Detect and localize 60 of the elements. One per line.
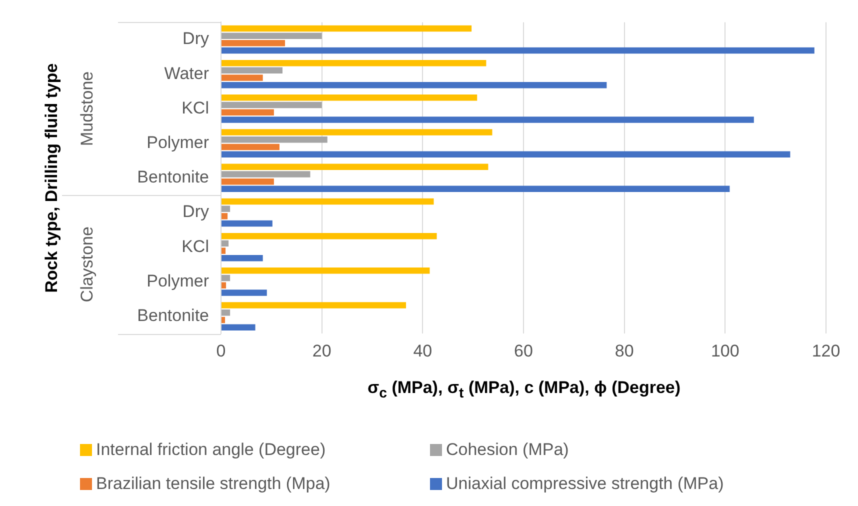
- bar: [222, 116, 754, 123]
- bar: [222, 151, 790, 158]
- bar: [222, 136, 328, 143]
- bar: [222, 232, 437, 240]
- y-tick-label: Dry: [182, 29, 210, 48]
- y-tick-label: Dry: [182, 202, 210, 222]
- bar: [222, 60, 486, 66]
- y-tick-label: KCl: [182, 236, 209, 256]
- x-tick-label: 40: [413, 341, 432, 360]
- legend-label: Uniaxial compressive strength (MPa): [446, 474, 724, 494]
- bar: [222, 255, 263, 262]
- bar: [222, 32, 322, 39]
- bar: [222, 178, 274, 185]
- text: Claystone: [78, 226, 97, 302]
- x-tick-label: 80: [614, 341, 634, 360]
- bar: [222, 171, 310, 178]
- x-tick-label: 120: [812, 341, 840, 360]
- bar: [222, 316, 226, 324]
- y-axis-title: Rock type, Drilling fluid type: [42, 63, 62, 293]
- bar: [222, 290, 267, 296]
- bar: [222, 268, 430, 274]
- bar: [222, 74, 263, 81]
- y-tick-label: Bentonite: [137, 306, 209, 325]
- x-tick-label: 20: [312, 341, 332, 360]
- bar: [222, 302, 406, 308]
- bar: [222, 129, 492, 136]
- bar: [222, 109, 274, 116]
- legend-label: Brazilian tensile strength (Mpa): [96, 474, 330, 494]
- y-tick-label: Polymer: [146, 132, 210, 152]
- y-tick-label: KCl: [182, 98, 209, 118]
- bar: [222, 324, 256, 330]
- bar: [222, 310, 230, 316]
- y-tick-label: Bentonite: [137, 168, 209, 187]
- bar: [222, 102, 322, 108]
- x-axis-title: σ$_{c}$ (MPa), σ$_{t}$ (MPa), c (MPa), ϕ (Degree): [367, 378, 681, 402]
- bar: [222, 47, 814, 54]
- bar: [222, 206, 230, 212]
- bar: [222, 274, 230, 282]
- text: Mudstone: [78, 71, 97, 146]
- x-tick-label: 0: [216, 341, 226, 360]
- bar: [222, 186, 730, 192]
- bar: [222, 82, 607, 88]
- legend-label: Internal friction angle (Degree): [96, 440, 326, 460]
- bar: [222, 25, 472, 32]
- bar: [222, 40, 286, 46]
- bar: [222, 164, 488, 170]
- bar: [222, 198, 434, 205]
- bar: [222, 144, 280, 150]
- bar: [222, 213, 228, 220]
- bar: [222, 94, 478, 101]
- y-tick-label: Polymer: [146, 271, 210, 290]
- bar: [222, 220, 272, 227]
- bar: [222, 240, 229, 247]
- bar: [222, 67, 283, 74]
- bar: [222, 248, 226, 254]
- y-tick-label: Water: [164, 64, 210, 83]
- x-tick-label: 100: [710, 341, 740, 360]
- legend-label: Cohesion (MPa): [446, 440, 569, 460]
- x-tick-label: 60: [514, 341, 533, 360]
- bar: [222, 282, 226, 288]
